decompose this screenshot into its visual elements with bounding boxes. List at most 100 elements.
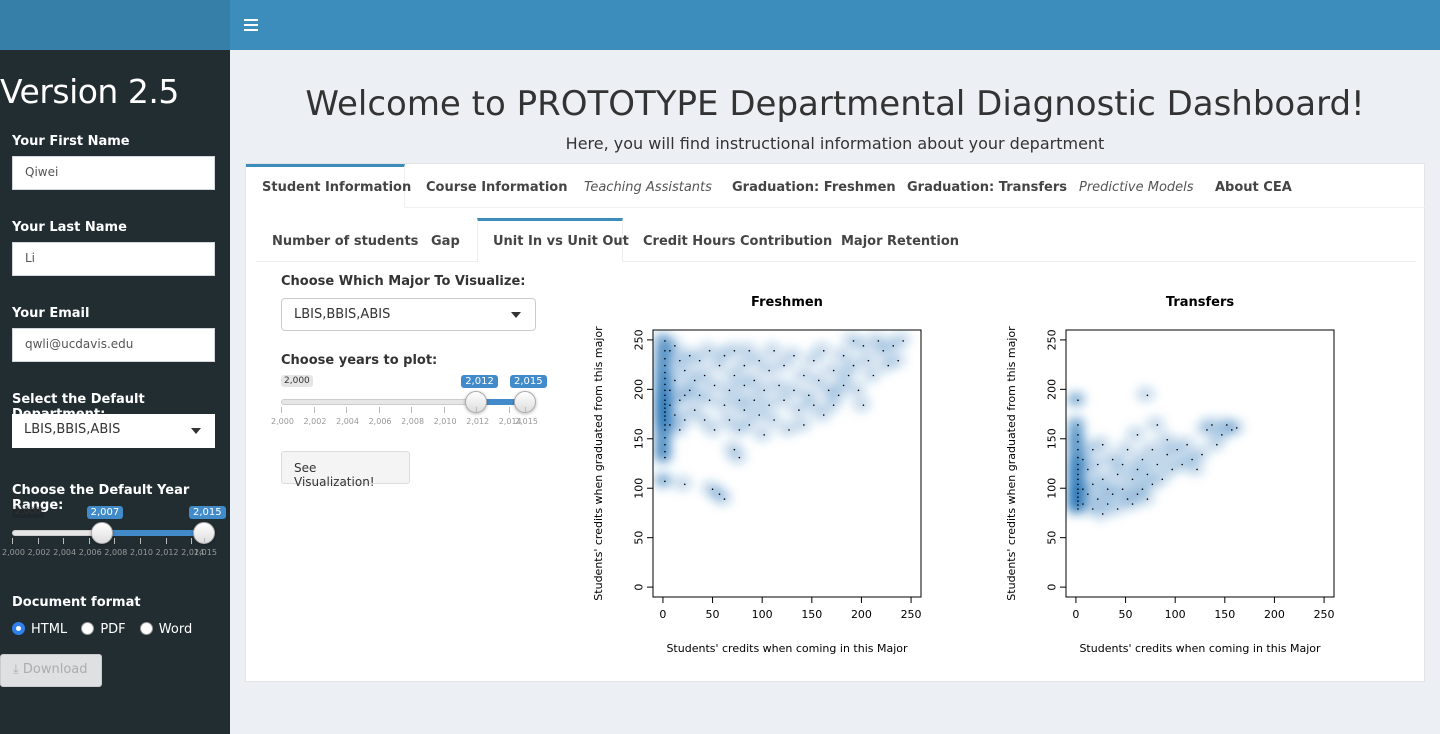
density-blob	[653, 449, 672, 464]
data-point	[852, 340, 855, 342]
data-point	[1082, 458, 1084, 461]
tab-student-information[interactable]: Student Information	[246, 164, 411, 208]
years-slider[interactable]: 2,000 2,012 2,015 2,000 2,002 2,004 2,006 2,008…	[271, 375, 547, 433]
data-point	[664, 357, 666, 360]
tab-graduation-freshmen[interactable]: Graduation: Freshmen	[732, 180, 896, 195]
data-point	[664, 371, 666, 374]
tab-predictive-models[interactable]: Predictive Models	[1079, 180, 1194, 195]
data-point	[1146, 498, 1149, 500]
density-blob	[1131, 451, 1150, 466]
density-blob	[698, 342, 717, 357]
data-point	[733, 374, 736, 377]
data-point	[674, 414, 676, 416]
major-label: Choose Which Major To Visualize:	[281, 274, 526, 289]
density-blob	[748, 407, 767, 422]
radio-pdf[interactable]: PDF	[81, 622, 126, 637]
data-point	[1092, 483, 1094, 486]
data-point	[1077, 483, 1079, 486]
data-point	[1116, 473, 1119, 476]
first-name-input[interactable]: Qiwei	[12, 156, 215, 190]
data-point	[778, 384, 780, 387]
subtab-major-retention[interactable]: Major Retention	[841, 234, 960, 249]
data-point	[683, 419, 686, 421]
data-point	[664, 389, 666, 392]
data-point	[1156, 424, 1159, 426]
subtab-unit-in-vs-unit-out[interactable]: Unit In vs Unit Out	[477, 218, 629, 262]
data-point	[1082, 503, 1084, 505]
density-blob	[857, 352, 876, 367]
data-point	[1106, 488, 1109, 491]
radio-html[interactable]: HTML	[12, 622, 67, 637]
data-point	[683, 483, 686, 486]
year-range-fill	[101, 530, 204, 536]
radio-word[interactable]: Word	[139, 622, 192, 637]
email-input[interactable]: qwli@ucdavis.edu	[12, 328, 215, 362]
data-point	[1201, 453, 1203, 456]
density-blob	[693, 367, 712, 382]
year-range-tick-label: 2,002	[27, 548, 51, 557]
data-point	[1136, 468, 1139, 471]
subtab-gap[interactable]: Gap	[431, 234, 460, 249]
density-blob	[673, 362, 692, 377]
data-point	[693, 379, 696, 382]
data-point	[902, 340, 904, 342]
density-blob	[812, 342, 831, 357]
tab-about-cea[interactable]: About CEA	[1215, 180, 1292, 195]
tab-graduation-transfers[interactable]: Graduation: Transfers	[907, 180, 1068, 195]
density-blob	[862, 367, 881, 382]
data-point	[664, 424, 666, 426]
data-point	[1156, 463, 1159, 466]
hamburger-icon[interactable]	[244, 17, 258, 33]
density-blob	[1141, 441, 1160, 456]
data-point	[758, 414, 761, 416]
data-point	[1230, 429, 1233, 431]
density-blob	[753, 426, 772, 441]
data-point	[1211, 424, 1213, 426]
y-tick-label: 0	[633, 584, 646, 591]
year-range-tickmark	[140, 538, 141, 544]
data-point	[1077, 399, 1079, 402]
density-blob	[812, 407, 831, 422]
x-tick-label: 50	[706, 608, 720, 621]
tab-teaching-assistants[interactable]: Teaching Assistants	[584, 180, 712, 195]
data-point	[711, 488, 714, 491]
density-blob	[718, 412, 737, 426]
density-blob	[1225, 419, 1244, 434]
density-blob	[768, 377, 787, 392]
years-tick-label: 2,000	[271, 417, 294, 426]
years-tick-label: 2,015	[515, 417, 538, 426]
major-select[interactable]: LBIS,BBIS,ABIS	[281, 298, 536, 331]
data-point	[1136, 493, 1139, 495]
data-point	[1151, 448, 1154, 451]
subtab-credit-hours-contribution[interactable]: Credit Hours Contribution	[643, 234, 833, 249]
density-blob	[1176, 436, 1195, 451]
density-blob	[723, 367, 742, 382]
see-visualization-button[interactable]: See Visualization!	[281, 451, 410, 489]
density-blob	[693, 412, 712, 426]
x-tick-label: 150	[1214, 608, 1235, 621]
data-point	[1166, 438, 1169, 441]
data-point	[664, 399, 666, 402]
data-point	[1077, 456, 1079, 459]
last-name-input[interactable]: Li	[12, 242, 215, 276]
years-tickmark	[443, 407, 445, 413]
year-range-slider[interactable]: 2,000 2,007 2,015 2,000 2,002 2,004 2,006 2,008…	[2, 506, 226, 562]
year-range-handle-from[interactable]	[90, 522, 113, 544]
density-blob	[673, 476, 692, 491]
density-blob	[1200, 416, 1219, 431]
department-select[interactable]: LBIS,BBIS,ABIS	[12, 414, 215, 448]
data-point	[1087, 468, 1089, 471]
tab-course-information[interactable]: Course Information	[426, 180, 568, 195]
data-point	[664, 349, 666, 352]
data-point	[738, 399, 741, 402]
data-point	[783, 364, 785, 367]
subtab-number-of-students[interactable]: Number of students	[272, 234, 419, 249]
data-point	[743, 384, 746, 387]
years-tickmark	[476, 407, 478, 413]
density-blob	[1066, 392, 1085, 407]
plot-title: Freshmen	[751, 295, 823, 310]
download-button[interactable]: ⤓ Download	[0, 654, 102, 687]
year-range-tickmark	[63, 538, 65, 544]
year-range-tickmark	[191, 538, 193, 544]
y-tick-label: 100	[1046, 478, 1059, 499]
